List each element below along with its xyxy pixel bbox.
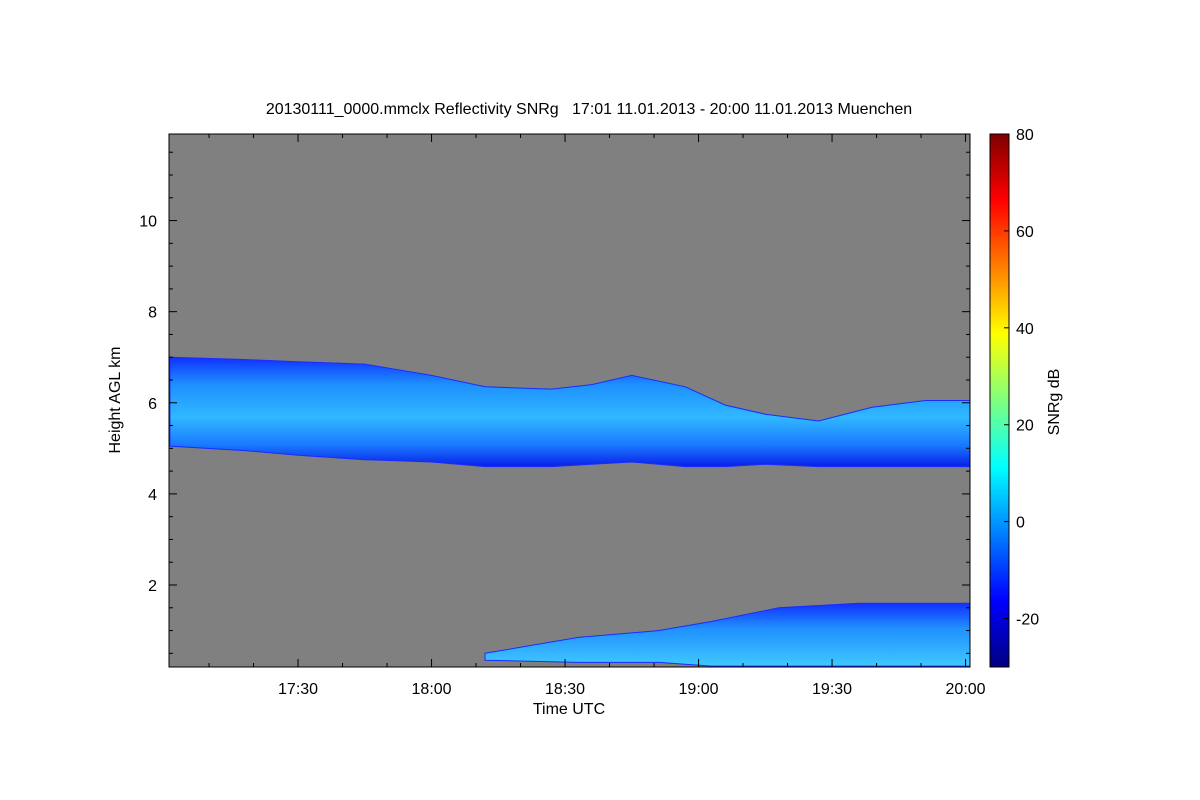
y-tick-label: 10 [139,214,157,231]
y-tick-label: 4 [148,487,157,504]
chart-title: 20130111_0000.mmclx Reflectivity SNRg 17… [266,101,912,118]
colorbar-ticks: -20 0 20 40 60 80 [1004,127,1039,629]
x-tick-label: 20:00 [946,681,986,698]
colorbar-label: SNRg dB [1046,369,1063,436]
x-axis-label: Time UTC [533,701,605,718]
colorbar-tick-label: 40 [1016,321,1034,338]
x-tick-label: 18:00 [412,681,452,698]
x-tick-label: 19:00 [679,681,719,698]
y-tick-label: 8 [148,305,157,322]
colorbar-tick-label: 80 [1016,127,1034,144]
colorbar-tick-label: 20 [1016,418,1034,435]
y-axis-label: Height AGL km [107,346,124,453]
echo-layers [169,356,970,667]
x-tick-label: 18:30 [545,681,585,698]
x-tick-label: 17:30 [278,681,318,698]
plot-frame [168,133,971,668]
y-tick-label: 6 [148,396,157,413]
x-tick-label: 19:30 [812,681,852,698]
y-axis: 2 4 6 8 10 [139,151,970,654]
x-axis: 17:30 18:00 18:30 19:00 19:30 20:00 [208,134,986,698]
colorbar-tick-label: -20 [1016,612,1039,629]
colorbar [989,133,1010,668]
low-cloud-layer [484,602,970,667]
upper-cloud-layer [169,356,970,468]
colorbar-tick-label: 60 [1016,224,1034,241]
y-tick-label: 2 [148,578,157,595]
colorbar-tick-label: 0 [1016,515,1025,532]
